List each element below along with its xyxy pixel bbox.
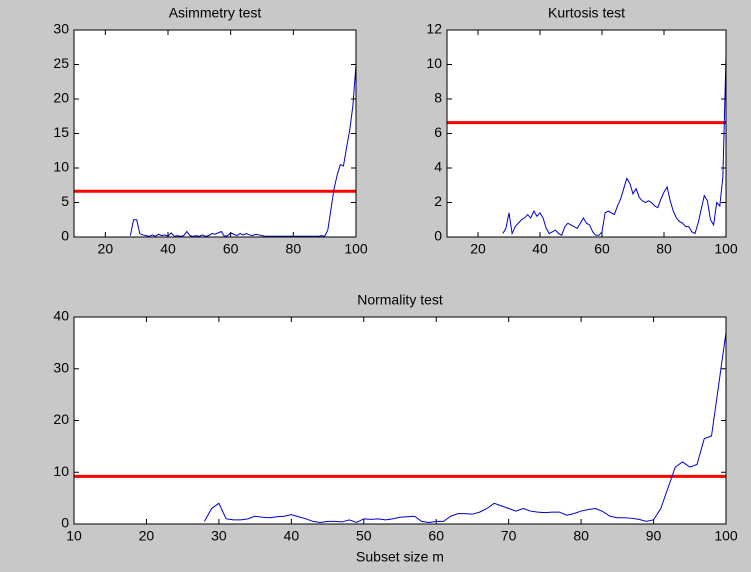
x-tick-label: 40	[160, 241, 176, 257]
data-line	[203, 332, 727, 523]
y-tick-label: 0	[61, 228, 69, 244]
x-tick-label: 70	[501, 528, 517, 544]
axes-frame	[73, 316, 727, 525]
axes-box	[74, 30, 356, 237]
y-tick-label: 2	[434, 193, 442, 209]
x-tick-label: 100	[714, 241, 738, 257]
x-tick-label: 80	[573, 528, 589, 544]
axes-box	[74, 317, 726, 524]
y-tick-label: 5	[61, 193, 69, 209]
y-tick-label: 30	[53, 359, 69, 375]
y-tick-label: 0	[434, 228, 442, 244]
x-tick-label: 30	[211, 528, 227, 544]
x-tick-label: 20	[139, 528, 155, 544]
x-tick-label: 60	[223, 241, 239, 257]
axes-box	[447, 30, 726, 237]
y-tick-label: 25	[53, 55, 69, 71]
y-tick-label: 20	[53, 90, 69, 106]
x-tick-label: 60	[428, 528, 444, 544]
axes-frame	[73, 29, 357, 238]
y-tick-label: 20	[53, 411, 69, 427]
axes-frame	[446, 29, 727, 238]
y-tick-label: 6	[434, 124, 442, 140]
y-tick-label: 4	[434, 159, 442, 175]
y-tick-label: 8	[434, 90, 442, 106]
x-tick-label: 90	[646, 528, 662, 544]
x-tick-label: 100	[714, 528, 738, 544]
x-tick-label: 100	[344, 241, 368, 257]
x-axis-label: Subset size m	[356, 549, 444, 565]
x-tick-label: 40	[532, 241, 548, 257]
x-tick-label: 80	[656, 241, 672, 257]
y-tick-label: 10	[53, 159, 69, 175]
y-tick-label: 30	[53, 21, 69, 37]
x-tick-label: 60	[594, 241, 610, 257]
x-tick-label: 50	[356, 528, 372, 544]
data-line	[129, 64, 357, 237]
y-tick-label: 10	[53, 463, 69, 479]
data-line	[502, 55, 727, 237]
x-tick-label: 20	[98, 241, 114, 257]
chart-title: Asimmetry test	[169, 5, 262, 21]
x-tick-label: 80	[286, 241, 302, 257]
y-tick-label: 0	[61, 515, 69, 531]
x-tick-label: 20	[470, 241, 486, 257]
y-tick-label: 15	[53, 124, 69, 140]
chart-title: Kurtosis test	[548, 5, 625, 21]
y-tick-label: 10	[426, 55, 442, 71]
y-tick-label: 12	[426, 21, 442, 37]
chart-title: Normality test	[357, 292, 443, 308]
x-tick-label: 40	[284, 528, 300, 544]
y-tick-label: 40	[53, 308, 69, 324]
x-tick-label: 10	[66, 528, 82, 544]
